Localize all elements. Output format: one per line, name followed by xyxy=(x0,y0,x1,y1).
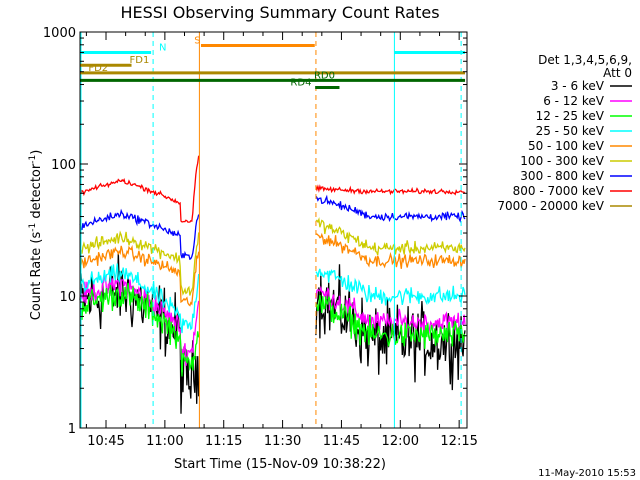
series-line-6-seg0 xyxy=(79,208,200,261)
x-axis-title: Start Time (15-Nov-09 10:38:22) xyxy=(174,457,386,472)
series-line-6-seg1 xyxy=(315,194,466,223)
status-label-fd2: FD2 xyxy=(88,63,108,74)
x-tick-label-5: 12:00 xyxy=(382,434,419,449)
series-line-2-seg1 xyxy=(315,295,466,349)
series-line-5-seg0 xyxy=(79,230,200,296)
footer-date: 11-May-2010 15:53 xyxy=(538,468,636,479)
legend-label-2: 12 - 25 keV xyxy=(536,109,605,123)
legend-label-5: 100 - 300 keV xyxy=(520,154,604,168)
x-tick-label-0: 10:45 xyxy=(87,434,124,449)
status-label-rd4: RD4 xyxy=(290,77,311,88)
status-label-n: N xyxy=(159,42,166,53)
legend-label-1: 6 - 12 keV xyxy=(543,94,605,108)
status-label-fd1: FD1 xyxy=(130,55,150,66)
legend-label-0: 3 - 6 keV xyxy=(551,79,605,93)
x-tick-label-6: 12:15 xyxy=(440,434,477,449)
series-line-3-seg1 xyxy=(315,268,466,306)
legend-label-8: 7000 - 20000 keV xyxy=(497,199,604,213)
y-tick-label-1: 10 xyxy=(59,290,76,305)
y-axis-title: Count Rate (s-1 detector-1) xyxy=(28,150,44,321)
status-label-s: S xyxy=(194,36,200,47)
legend-label-4: 50 - 100 keV xyxy=(528,139,605,153)
series-line-3-seg0 xyxy=(79,263,200,334)
series-line-7-seg1 xyxy=(315,184,466,196)
x-tick-label-4: 11:45 xyxy=(323,434,360,449)
y-tick-label-3: 1000 xyxy=(43,26,76,41)
legend-header-0: Det 1,3,4,5,6,9, xyxy=(538,53,632,67)
plot-frame xyxy=(79,31,468,429)
x-tick-label-2: 11:15 xyxy=(205,434,242,449)
legend-label-7: 800 - 7000 keV xyxy=(513,184,605,198)
series-line-4-seg1 xyxy=(315,232,466,269)
series-line-4-seg0 xyxy=(79,244,200,307)
y-tick-label-0: 1 xyxy=(68,422,76,437)
y-tick-label-2: 100 xyxy=(51,158,76,173)
series-line-7-seg0 xyxy=(79,155,200,223)
series-line-2-seg0 xyxy=(79,282,200,377)
axis-ticks: 10:45 11:00 11:15 11:30 11:45 12:00 12:15 1 10 10… xyxy=(43,26,478,449)
series-line-0-seg1 xyxy=(315,264,466,391)
x-tick-label-3: 11:30 xyxy=(264,434,301,449)
legend-header-1: Att 0 xyxy=(603,66,632,80)
x-tick-label-1: 11:00 xyxy=(146,434,183,449)
series-line-5-seg1 xyxy=(315,217,466,256)
legend-label-3: 25 - 50 keV xyxy=(536,124,605,138)
chart-title: HESSI Observing Summary Count Rates xyxy=(120,3,439,22)
legend-label-6: 300 - 800 keV xyxy=(520,169,604,183)
status-label-rd0: RD0 xyxy=(314,70,335,81)
